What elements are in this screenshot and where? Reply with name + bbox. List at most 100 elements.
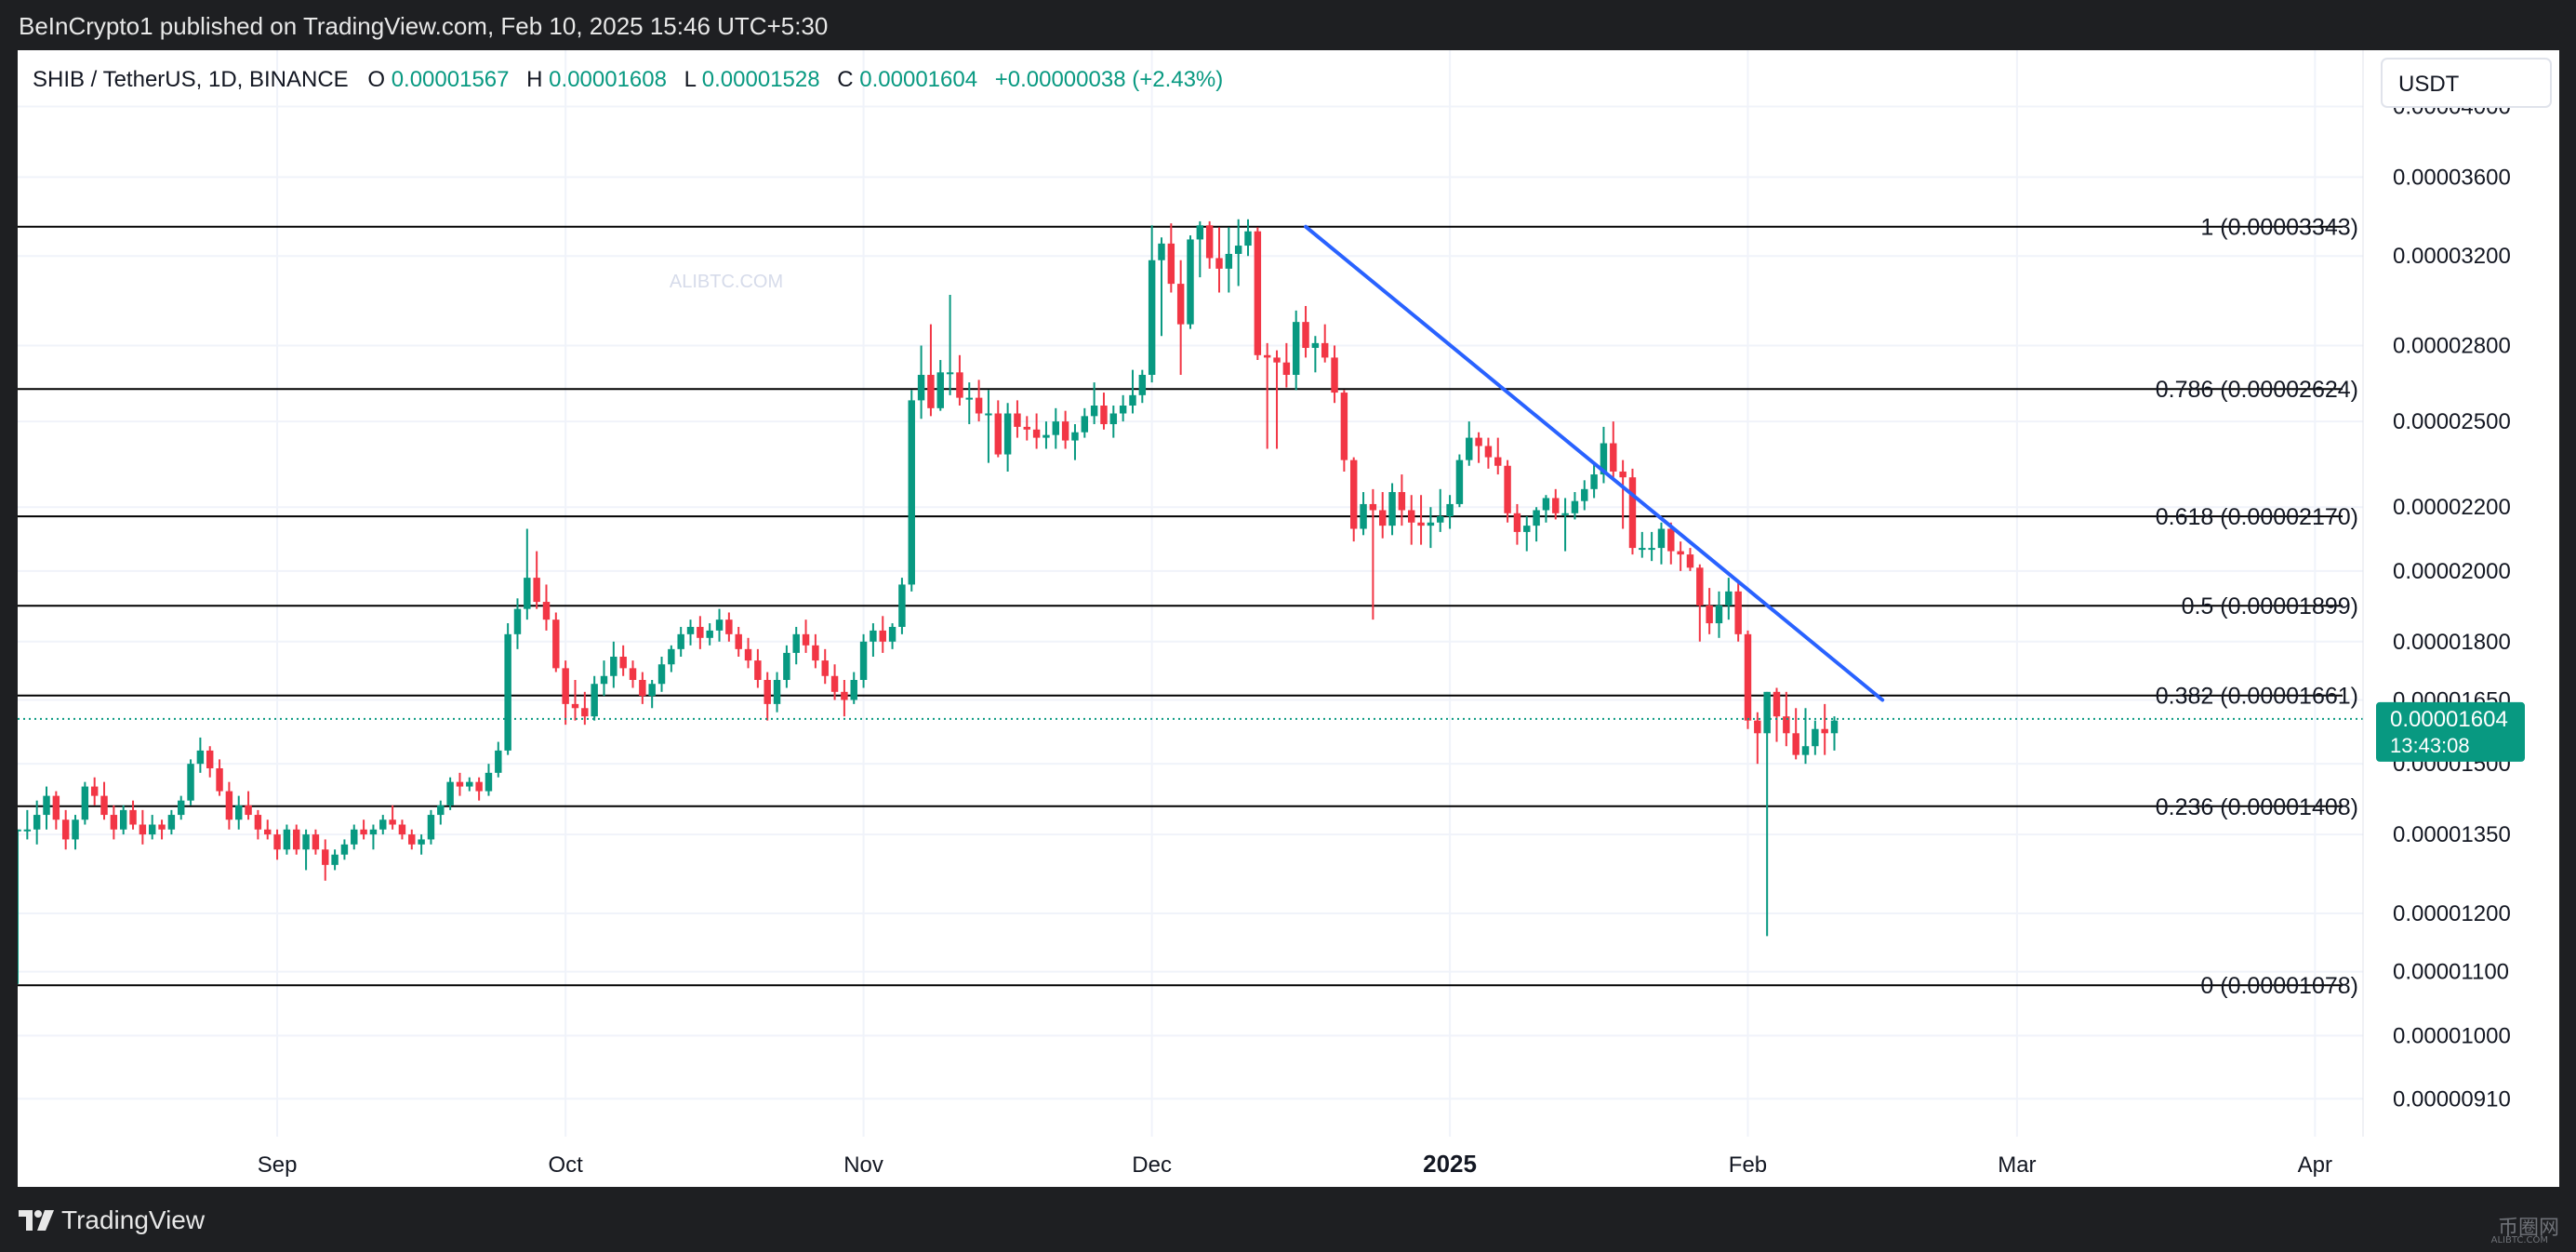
currency-selector[interactable]: USDT <box>2381 58 2552 108</box>
candle-body <box>1244 231 1252 246</box>
candle-body <box>1003 413 1012 455</box>
candle-body <box>859 641 868 680</box>
candle-body <box>1360 503 1367 529</box>
candle-body <box>1466 437 1473 460</box>
candle-body <box>52 795 60 820</box>
candle-body <box>1792 733 1799 755</box>
fib-level-label: 0.786 (0.00002624) <box>2156 377 2358 403</box>
candle-body <box>1821 728 1828 734</box>
candle-body <box>1158 243 1165 260</box>
candle-body <box>706 630 713 638</box>
candle-body <box>1398 492 1406 511</box>
candle-body <box>1129 394 1136 406</box>
corner-watermark: 币圈网 <box>2497 1217 2559 1240</box>
candle-body <box>23 829 32 832</box>
candle-body <box>686 626 695 634</box>
candle-body <box>43 795 50 816</box>
x-tick-label: Feb <box>1729 1152 1767 1178</box>
candle-body <box>591 684 598 717</box>
candle-body <box>1639 548 1646 551</box>
grid <box>18 50 2363 1137</box>
candle-body <box>1167 243 1175 285</box>
candle-body <box>513 608 522 634</box>
candle-body <box>898 584 906 627</box>
candle-body <box>1513 513 1521 532</box>
watermark: ALIBTC.COM <box>670 272 783 292</box>
y-tick-label: 0.00002500 <box>2393 409 2511 434</box>
candle-body <box>1523 526 1531 532</box>
candle-body <box>1176 284 1185 325</box>
candle-body <box>764 679 771 704</box>
candle-body <box>196 750 205 765</box>
candle-body <box>408 834 416 845</box>
candle-body <box>927 375 935 408</box>
tradingview-logo[interactable]: TradingView <box>19 1205 205 1235</box>
candle-body <box>1331 357 1338 393</box>
candle-body <box>340 844 349 855</box>
candle-body <box>167 815 176 830</box>
candle-body <box>841 691 848 700</box>
candle-body <box>610 656 617 676</box>
candle-body <box>1504 465 1511 513</box>
candle-body <box>1619 471 1627 478</box>
candle-body <box>1590 474 1598 489</box>
candle-body <box>235 805 243 820</box>
candle-body <box>1801 746 1810 755</box>
candle-body <box>216 767 223 792</box>
candle-body <box>1349 460 1358 529</box>
candle-body <box>600 675 608 685</box>
candle-body <box>571 703 579 709</box>
candle-body <box>850 679 857 700</box>
candle-body <box>81 786 89 820</box>
candle-body <box>1744 633 1752 721</box>
fib-level-label: 0.382 (0.00001661) <box>2156 684 2358 710</box>
y-tick-label: 0.00002800 <box>2393 333 2511 358</box>
chart-frame[interactable]: 1 (0.00003343) 0.786 (0.00002624) 0.618 (0… <box>18 50 2559 1187</box>
candle-body <box>427 815 435 840</box>
candle-body <box>456 781 464 787</box>
candle-body <box>1282 362 1291 376</box>
candle-body <box>697 626 704 638</box>
candle-body <box>668 648 675 665</box>
open-value: 0.00001567 <box>392 67 510 92</box>
candle-body <box>1581 488 1588 501</box>
bar-countdown: 13:43:08 <box>2390 734 2470 757</box>
price-chart[interactable]: 1 (0.00003343) 0.786 (0.00002624) 0.618 (0… <box>18 50 2559 1187</box>
candle-body <box>1571 500 1579 513</box>
candle-body <box>1292 322 1300 376</box>
candle-body <box>437 805 445 816</box>
candle-body <box>783 652 790 680</box>
candle-body <box>1081 416 1089 433</box>
candle-body <box>119 809 127 830</box>
close-value: 0.00001604 <box>859 67 977 92</box>
candle-body <box>1773 691 1781 717</box>
candle-body <box>1100 406 1108 424</box>
candle-body <box>225 791 233 820</box>
tradingview-logo-icon <box>19 1210 54 1231</box>
candle-body <box>1417 522 1425 526</box>
candle-body <box>187 764 194 801</box>
candle-body <box>61 819 70 840</box>
candle-body <box>552 619 560 669</box>
candle-body <box>542 602 551 620</box>
candle-body <box>418 839 425 845</box>
candle-body <box>1725 591 1733 606</box>
candle-body <box>485 772 493 792</box>
y-tick-label: 0.00001100 <box>2393 960 2509 985</box>
candle-body <box>302 834 310 850</box>
candle-body <box>1014 413 1021 427</box>
candle-body <box>129 809 137 825</box>
candle-body <box>917 375 925 401</box>
y-tick-label: 0.00001800 <box>2393 630 2511 655</box>
x-tick-label: Apr <box>2298 1152 2332 1178</box>
candle-body <box>1071 432 1079 441</box>
fibonacci-levels: 1 (0.00003343) 0.786 (0.00002624) 0.618 (0… <box>18 215 2358 999</box>
candle-body <box>1657 528 1666 549</box>
axes: 0.000040000.000036000.000032000.00002800… <box>258 50 2511 1178</box>
candle-body <box>1552 498 1560 513</box>
candle-body <box>1052 421 1060 435</box>
candle-body <box>1379 510 1387 526</box>
candle-body <box>648 684 656 697</box>
candle-body <box>398 824 406 835</box>
candle-body <box>177 800 185 816</box>
